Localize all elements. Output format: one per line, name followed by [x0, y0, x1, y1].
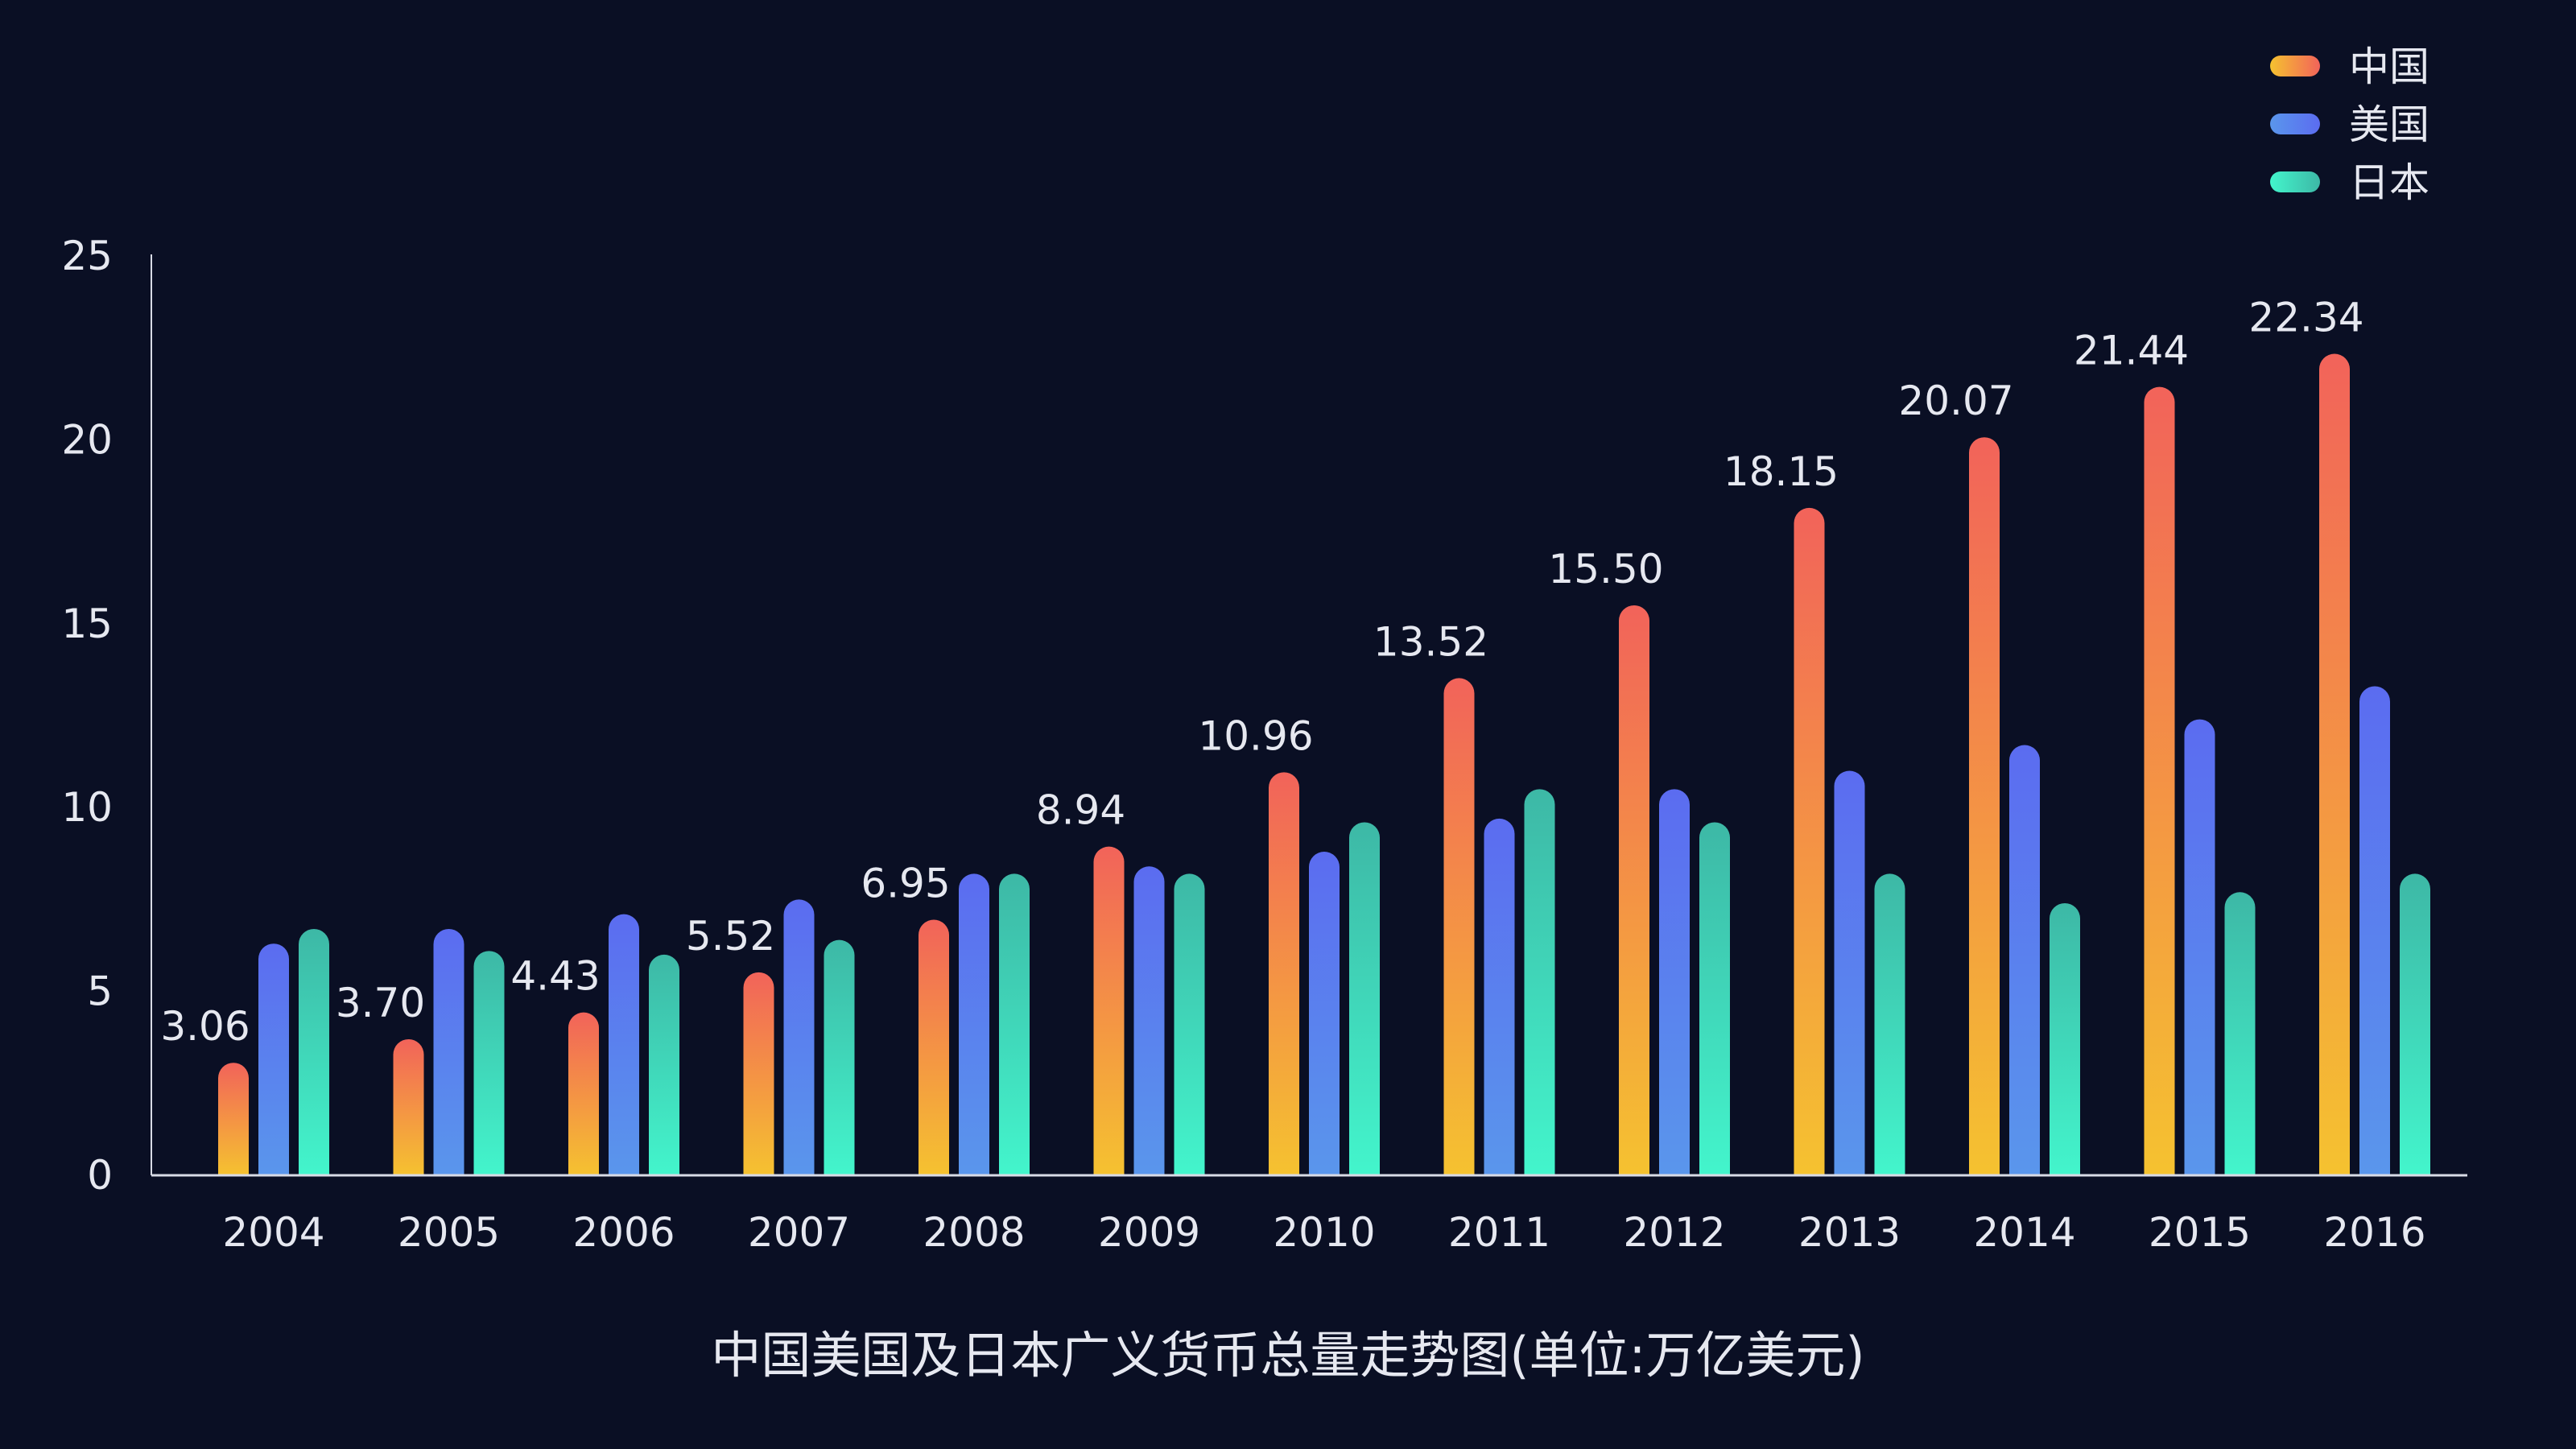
x-tick-label: 2011 — [1448, 1209, 1550, 1256]
legend-label: 美国 — [2349, 101, 2429, 148]
bar-japan — [824, 939, 855, 1175]
bar-japan — [473, 951, 505, 1175]
bar-china — [218, 1063, 249, 1175]
x-tick-label: 2014 — [1973, 1209, 2075, 1256]
bar-japan — [2224, 892, 2256, 1175]
bar-usa — [609, 914, 639, 1175]
x-tick-label: 2004 — [222, 1209, 324, 1256]
bar-china — [568, 1012, 599, 1175]
x-tick-label: 2016 — [2323, 1209, 2425, 1256]
bar-china — [1619, 605, 1649, 1175]
bar-japan — [649, 954, 679, 1175]
bar-japan — [299, 928, 329, 1175]
bar-china — [2319, 353, 2350, 1175]
bar-usa — [959, 873, 989, 1175]
bar-china — [1269, 772, 1299, 1175]
legend-swatch — [2270, 56, 2320, 76]
data-label: 21.44 — [2074, 328, 2189, 374]
x-tick-label: 2007 — [748, 1209, 850, 1256]
y-tick-label: 5 — [87, 968, 113, 1015]
bar-japan — [1699, 822, 1730, 1175]
y-tick-label: 15 — [61, 601, 113, 647]
legend-swatch — [2270, 171, 2320, 192]
bars-layer — [218, 353, 2430, 1175]
legend-swatch — [2270, 114, 2320, 134]
bar-japan — [1874, 873, 1905, 1175]
bar-usa — [2009, 745, 2040, 1175]
data-label: 5.52 — [686, 913, 775, 960]
bar-japan — [999, 873, 1030, 1175]
data-label: 10.96 — [1198, 712, 1313, 759]
x-tick-label: 2013 — [1798, 1209, 1901, 1256]
bar-japan — [1524, 789, 1555, 1175]
bar-china — [1093, 846, 1125, 1175]
bar-usa — [1133, 866, 1165, 1175]
bar-usa — [1309, 852, 1340, 1175]
bar-japan — [1349, 822, 1380, 1175]
x-tick-label: 2006 — [572, 1209, 675, 1256]
bar-china — [743, 972, 774, 1175]
bar-japan — [2050, 902, 2080, 1175]
legend-label: 中国 — [2349, 43, 2429, 90]
y-tick-label: 10 — [61, 784, 113, 831]
data-label: 3.70 — [336, 980, 425, 1026]
data-label: 18.15 — [1724, 448, 1839, 495]
bar-japan — [2400, 873, 2430, 1175]
bar-usa — [2184, 719, 2215, 1175]
bar-japan — [1174, 873, 1205, 1175]
data-label: 4.43 — [510, 953, 600, 1000]
data-label: 22.34 — [2248, 295, 2363, 341]
axes-layer — [151, 254, 2467, 1177]
legend-label: 日本 — [2349, 159, 2429, 206]
chart-title: 中国美国及日本广义货币总量走势图(单位:万亿美元) — [711, 1326, 1864, 1385]
bar-usa — [1659, 789, 1690, 1175]
y-tick-label: 25 — [61, 233, 113, 279]
bar-usa — [433, 928, 464, 1175]
y-tick-labels: 0 5 10 15 20 25 — [61, 233, 113, 1199]
bar-china — [919, 919, 949, 1175]
bar-china — [2144, 386, 2175, 1175]
bar-usa — [783, 899, 815, 1175]
bar-usa — [258, 943, 289, 1175]
data-labels: 3.06 3.70 4.43 5.52 6.95 8.94 10.96 13.52 15.50 1… — [160, 295, 2363, 1051]
data-label: 6.95 — [861, 861, 950, 907]
x-tick-label: 2008 — [923, 1209, 1025, 1256]
bar-usa — [1484, 818, 1515, 1175]
bar-china — [1969, 437, 2000, 1175]
y-tick-label: 20 — [61, 416, 113, 463]
bar-usa — [1834, 770, 1865, 1175]
data-label: 15.50 — [1548, 546, 1663, 592]
x-tick-label: 2010 — [1273, 1209, 1375, 1256]
bar-china — [393, 1038, 424, 1175]
data-label: 3.06 — [160, 1003, 250, 1050]
data-label: 8.94 — [1036, 787, 1125, 834]
x-tick-label: 2009 — [1098, 1209, 1200, 1256]
y-tick-label: 0 — [87, 1152, 113, 1199]
data-label: 13.52 — [1373, 618, 1488, 665]
bar-china — [1443, 678, 1475, 1175]
x-tick-label: 2015 — [2149, 1209, 2251, 1256]
x-tick-labels: 2004 2005 2006 2007 2008 2009 2010 2011 2012 2013… — [222, 1209, 2425, 1256]
x-tick-label: 2012 — [1623, 1209, 1725, 1256]
bar-china — [1794, 507, 1825, 1175]
bar-usa — [2359, 686, 2390, 1175]
data-label: 20.07 — [1898, 378, 2013, 424]
x-tick-label: 2005 — [398, 1209, 500, 1256]
